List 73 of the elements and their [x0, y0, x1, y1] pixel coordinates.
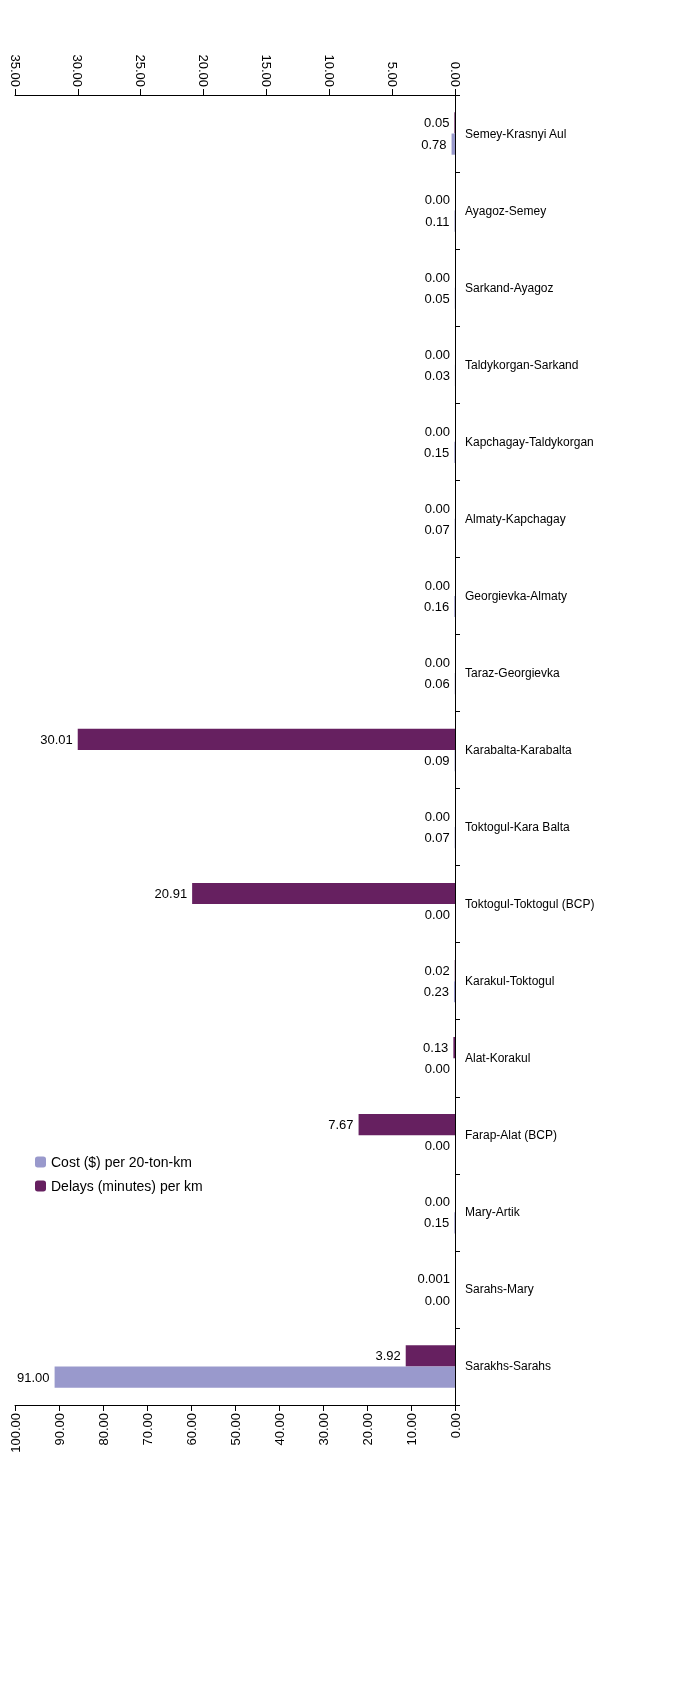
data-label: 0.00: [424, 346, 450, 362]
x-tick-label: 20.00: [359, 1413, 375, 1446]
data-label: 0.00: [424, 907, 450, 923]
data-label: 0.001: [417, 1271, 450, 1287]
y-tick-label: Kapchagay-Taldykorgan: [465, 434, 594, 449]
x-tick-label: 70.00: [139, 1413, 155, 1446]
data-label: 0.23: [423, 984, 449, 1000]
y-tick-label: Karakul-Toktogul: [465, 974, 555, 989]
data-label: 91.00: [17, 1369, 50, 1385]
data-label: 0.15: [424, 444, 450, 460]
data-label: 0.00: [424, 1292, 450, 1308]
data-label: 0.00: [424, 577, 450, 593]
x-tick-label: 30.00: [315, 1413, 331, 1446]
data-label: 0.00: [424, 192, 450, 208]
legend-label: Delays (minutes) per km: [51, 1178, 203, 1194]
data-label: 3.92: [375, 1348, 401, 1364]
data-label: 0.07: [424, 521, 450, 537]
x-tick-label: 60.00: [183, 1413, 199, 1446]
data-label: 30.01: [40, 731, 73, 747]
y-tick-label: Taraz-Georgievka: [465, 665, 561, 680]
data-label: 0.00: [424, 1061, 450, 1077]
y-tick-label: Toktogul-Kara Balta: [465, 820, 571, 835]
data-label: 0.09: [424, 753, 450, 769]
y-tick-label: Mary-Artik: [465, 1205, 521, 1220]
data-label: 0.78: [421, 136, 447, 152]
data-label: 0.05: [424, 290, 450, 306]
x2-tick-label: 15.00: [258, 54, 274, 87]
y-tick-label: Sarkand-Ayagoz: [465, 280, 554, 295]
data-label: 0.00: [424, 269, 450, 285]
y-tick-label: Alat-Korakul: [465, 1051, 531, 1066]
data-label: 20.91: [154, 886, 188, 902]
x-tick-label: 0.00: [447, 1413, 463, 1439]
data-label: 0.16: [423, 598, 450, 614]
x2-tick-label: 10.00: [321, 54, 337, 87]
y-tick-label: Taldykorgan-Sarkand: [465, 357, 579, 372]
data-label: 0.00: [424, 1138, 450, 1154]
x2-tick-label: 5.00: [384, 61, 400, 87]
data-label: 0.00: [424, 654, 450, 670]
x2-tick-label: 20.00: [196, 54, 212, 87]
x2-tick-label: 35.00: [7, 54, 23, 87]
y-tick-label: Almaty-Kapchagay: [465, 511, 566, 526]
data-label: 0.06: [424, 676, 450, 692]
data-label: 0.00: [424, 1194, 450, 1210]
data-label: 0.11: [425, 213, 450, 229]
x-tick-label: 90.00: [51, 1413, 67, 1446]
x-tick-label: 80.00: [95, 1413, 111, 1446]
data-label: 0.00: [424, 500, 450, 516]
y-tick-label: Sarahs-Mary: [465, 1282, 534, 1297]
x-tick-label: 100.00: [7, 1413, 23, 1453]
x-tick-label: 40.00: [271, 1413, 287, 1446]
data-label: 0.00: [424, 808, 450, 824]
y-tick-label: Georgievka-Almaty: [465, 588, 568, 603]
data-label: 0.00: [424, 423, 450, 439]
y-tick-label: Semey-Krasnyi Aul: [465, 126, 567, 141]
data-label: 0.02: [424, 963, 450, 979]
legend-label: Cost ($) per 20-ton-km: [51, 1154, 192, 1170]
y-tick-label: Ayagoz-Semey: [465, 203, 547, 218]
x2-tick-label: 0.00: [447, 61, 463, 87]
y-tick-label: Farap-Alat (BCP): [465, 1128, 558, 1143]
bar: [54, 1366, 455, 1388]
x2-tick-label: 25.00: [133, 54, 149, 87]
y-tick-label: Toktogul-Toktogul (BCP): [465, 897, 595, 912]
data-label: 0.03: [424, 367, 450, 383]
data-label: 7.67: [328, 1117, 354, 1133]
y-tick-label: Karabalta-Karabalta: [465, 743, 573, 757]
data-label: 0.05: [424, 115, 450, 131]
data-label: 0.15: [424, 1215, 450, 1231]
data-label: 0.07: [424, 830, 450, 846]
x2-tick-label: 30.00: [70, 54, 86, 87]
y-tick-label: Sarakhs-Sarahs: [465, 1359, 552, 1374]
x-tick-label: 50.00: [227, 1413, 243, 1446]
x-tick-label: 10.00: [403, 1413, 419, 1446]
data-label: 0.13: [423, 1040, 449, 1056]
